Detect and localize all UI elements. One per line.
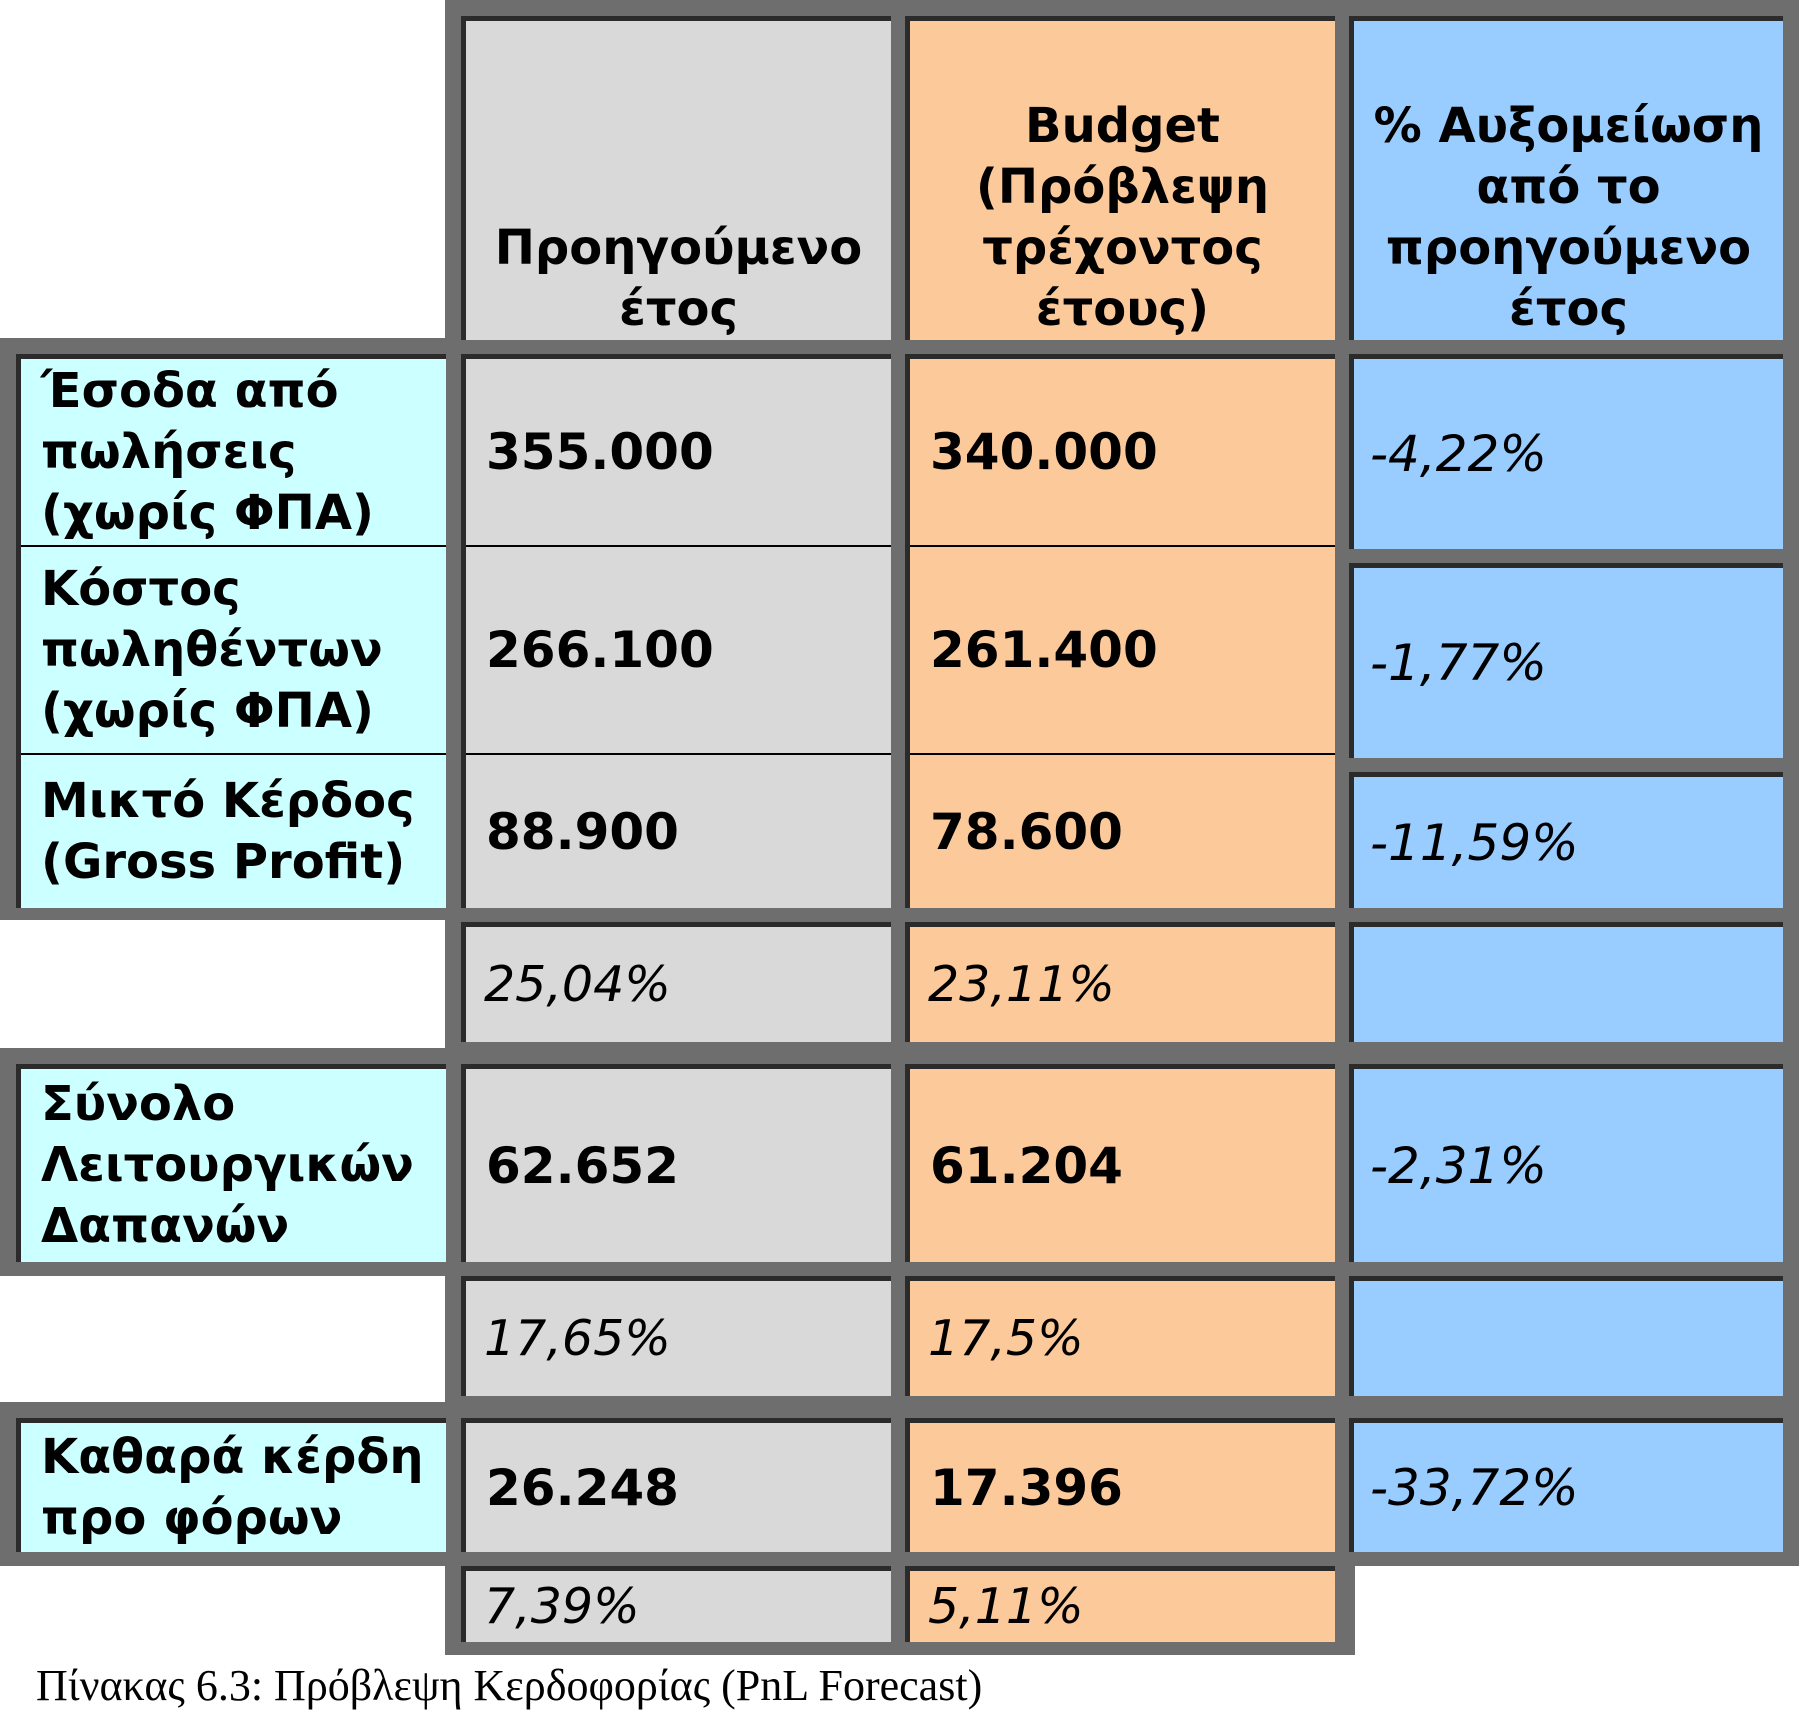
row-label-gross-profit: Μικτό Κέρδος (Gross Profit): [41, 772, 415, 890]
value-previous-operating-expenses: 62.652: [461, 1064, 891, 1262]
value-budget-sales: 340.000: [930, 423, 1158, 481]
row-label-net-profit: Καθαρά κέρδη προ φόρων: [16, 1418, 446, 1552]
row-label-cogs: Κόστος πωληθέντων (χωρίς ΦΠΑ): [41, 560, 383, 739]
value-budget-cogs: 261.400: [930, 621, 1158, 679]
row-divider: [910, 545, 1335, 547]
header-budget: Budget (Πρόβλεψη τρέχοντος έτους): [905, 16, 1335, 340]
header-change: % Αυξομείωση από το προηγούμενο έτος: [1349, 16, 1783, 340]
row-divider: [910, 753, 1335, 755]
value-change-net-profit: -33,72%: [1349, 1418, 1783, 1552]
row-label-operating-expenses: Σύνολο Λειτουργικών Δαπανών: [16, 1064, 446, 1262]
header-previous-year: Προηγούμενο έτος: [461, 16, 891, 340]
value-change-cogs: -1,77%: [1349, 563, 1783, 758]
pct-change-empty: [1349, 1276, 1783, 1396]
table-caption: Πίνακας 6.3: Πρόβλεψη Κερδοφορίας (PnL F…: [36, 1661, 983, 1710]
pct-budget-opex-ratio: 17,5%: [905, 1276, 1335, 1396]
value-budget-operating-expenses: 61.204: [905, 1064, 1335, 1262]
value-change-gross-profit: -11,59%: [1349, 772, 1783, 908]
value-budget-net-profit: 17.396: [905, 1418, 1335, 1552]
pct-previous-gross-margin: 25,04%: [461, 922, 891, 1042]
row-label-sales: Έσοδα από πωλήσεις (χωρίς ΦΠΑ): [41, 362, 374, 541]
pct-budget-gross-margin: 23,11%: [905, 922, 1335, 1042]
pct-budget-net-margin: 5,11%: [905, 1566, 1335, 1642]
label-group-1: [16, 354, 446, 908]
value-change-sales: -4,22%: [1349, 354, 1783, 549]
pct-change-empty: [1349, 922, 1783, 1042]
value-previous-gross-profit: 88.900: [486, 802, 679, 861]
value-previous-sales: 355.000: [486, 423, 714, 481]
pct-previous-opex-ratio: 17,65%: [461, 1276, 891, 1396]
row-divider: [466, 753, 891, 755]
row-divider: [21, 545, 446, 547]
pct-previous-net-margin: 7,39%: [461, 1566, 891, 1642]
value-previous-cogs: 266.100: [486, 621, 714, 679]
value-change-operating-expenses: -2,31%: [1349, 1064, 1783, 1262]
row-divider: [466, 545, 891, 547]
budget-group-1: [905, 354, 1335, 908]
previous-group-1: [461, 354, 891, 908]
value-budget-gross-profit: 78.600: [930, 802, 1123, 861]
value-previous-net-profit: 26.248: [461, 1418, 891, 1552]
row-divider: [21, 753, 446, 755]
